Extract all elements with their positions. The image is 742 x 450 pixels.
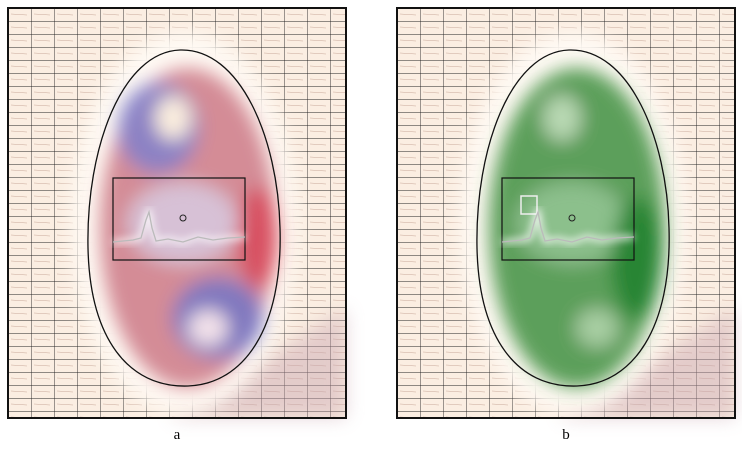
heatmap-b: [489, 68, 665, 388]
panel-a: [8, 8, 346, 418]
panel-label: a: [174, 427, 181, 443]
page: a b (() => { const data = JSON.parse(doc…: [0, 0, 742, 450]
figure: a b: [0, 0, 742, 450]
panel-b: [397, 8, 735, 418]
panel-label: b: [562, 427, 570, 443]
